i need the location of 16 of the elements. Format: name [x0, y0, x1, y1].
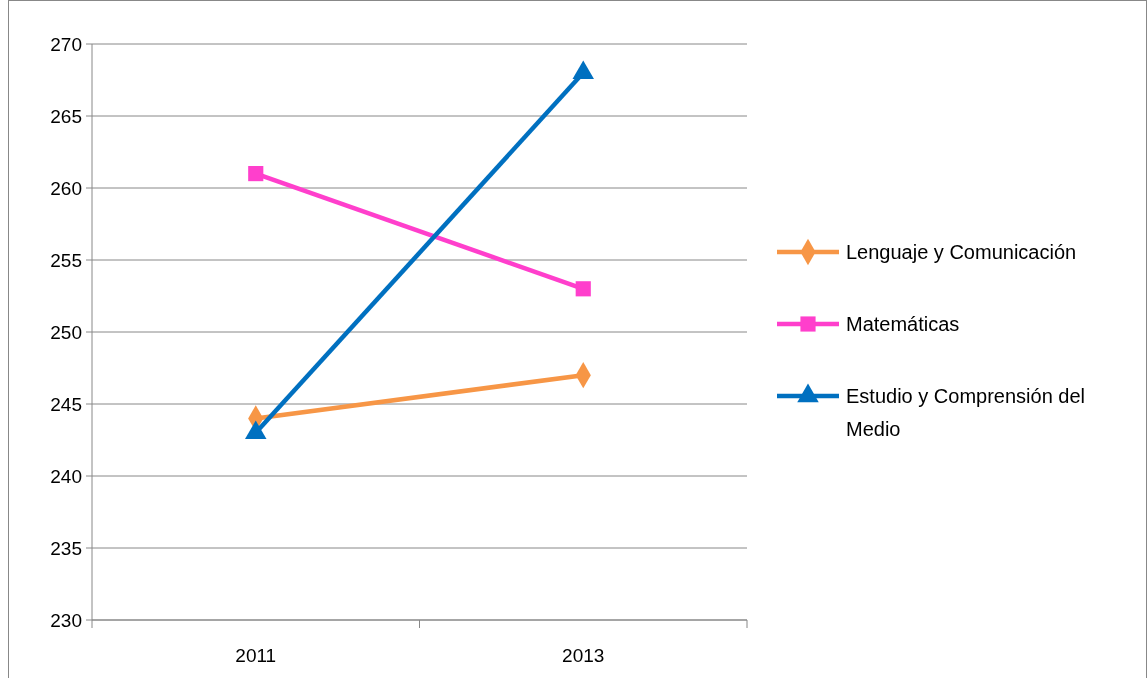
y-tick-label: 255	[50, 249, 82, 271]
x-tick-label: 2011	[235, 645, 277, 666]
y-tick-label: 230	[50, 609, 82, 631]
point	[248, 166, 264, 182]
y-tick-label: 245	[50, 393, 82, 415]
y-tick-label: 260	[50, 177, 82, 199]
legend-label: Estudio y Comprensión del Medio	[846, 385, 1086, 440]
y-tick-label: 250	[50, 321, 82, 343]
legend-label: Matemáticas	[846, 313, 960, 335]
x-tick-label: 2013	[562, 645, 605, 666]
point	[575, 281, 591, 297]
y-tick-label: 265	[50, 105, 82, 127]
y-tick-label: 235	[50, 537, 82, 559]
legend-label: Lenguaje y Comunicación	[846, 241, 1077, 263]
y-tick-label: 270	[50, 33, 82, 55]
y-tick-label: 240	[50, 465, 82, 487]
